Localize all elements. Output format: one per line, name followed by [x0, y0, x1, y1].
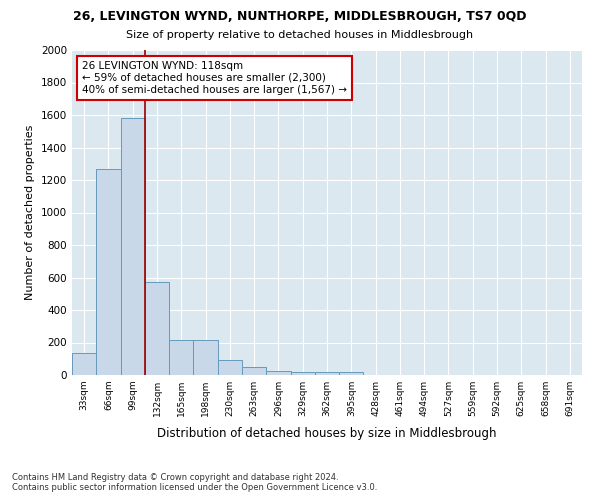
- Text: 26 LEVINGTON WYND: 118sqm
← 59% of detached houses are smaller (2,300)
40% of se: 26 LEVINGTON WYND: 118sqm ← 59% of detac…: [82, 62, 347, 94]
- Bar: [193, 340, 218, 375]
- Bar: [339, 372, 364, 375]
- Bar: [145, 282, 169, 375]
- Bar: [242, 367, 266, 375]
- Bar: [290, 372, 315, 375]
- Bar: [72, 353, 96, 375]
- Bar: [121, 118, 145, 375]
- Bar: [96, 168, 121, 375]
- Text: Contains HM Land Registry data © Crown copyright and database right 2024.
Contai: Contains HM Land Registry data © Crown c…: [12, 473, 377, 492]
- X-axis label: Distribution of detached houses by size in Middlesbrough: Distribution of detached houses by size …: [157, 428, 497, 440]
- Text: Size of property relative to detached houses in Middlesbrough: Size of property relative to detached ho…: [127, 30, 473, 40]
- Text: 26, LEVINGTON WYND, NUNTHORPE, MIDDLESBROUGH, TS7 0QD: 26, LEVINGTON WYND, NUNTHORPE, MIDDLESBR…: [73, 10, 527, 23]
- Bar: [315, 372, 339, 375]
- Y-axis label: Number of detached properties: Number of detached properties: [25, 125, 35, 300]
- Bar: [218, 360, 242, 375]
- Bar: [266, 371, 290, 375]
- Bar: [169, 340, 193, 375]
